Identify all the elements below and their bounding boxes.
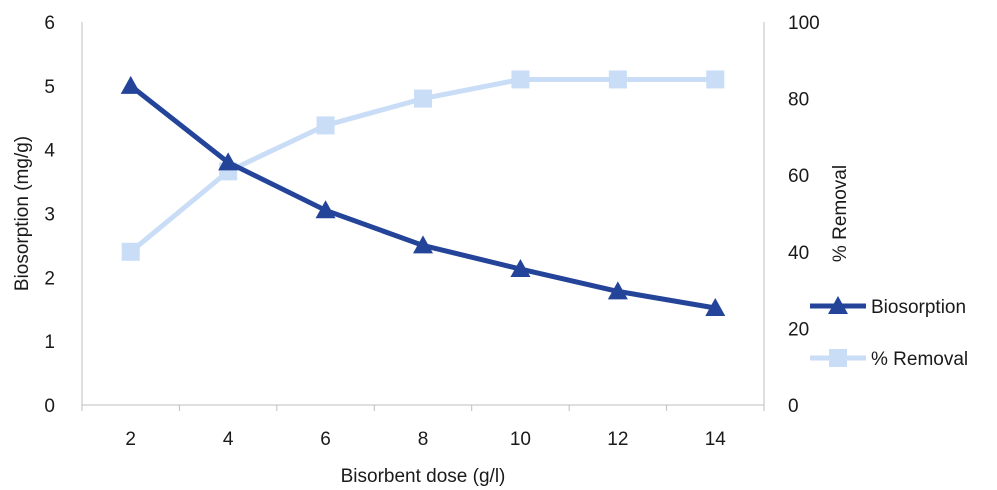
data-point-removal [511,70,530,89]
y-tick-label: 0 [44,396,55,417]
data-point-biosorption [607,281,628,300]
y2-tick-label: 60 [788,166,809,187]
x-tick-label: 10 [510,429,531,450]
data-point-biosorption [315,200,336,219]
y-tick-label: 6 [44,13,55,34]
y2-tick-label: 20 [788,319,809,340]
y-tick-label: 3 [44,205,55,226]
data-point-biosorption [120,75,141,94]
y-tick-label: 4 [44,141,55,162]
data-point-removal [414,89,432,108]
data-point-biosorption [705,297,726,316]
y2-tick-label: 100 [788,13,820,34]
legend-marker-removal [829,349,847,367]
legend: Biosorption % Removal [810,296,968,370]
x-tick-label: 12 [607,429,628,450]
y-tick-label: 1 [44,332,55,353]
x-tick-label: 8 [418,429,429,450]
y2-tick-label: 40 [788,243,809,264]
y-axis-title: Biosorption (mg/g) [12,136,33,291]
data-point-removal [608,70,627,89]
legend-label-biosorption: Biosorption [871,297,966,318]
series-line-biosorption [129,83,716,311]
legend-marker-biosorption [828,296,848,314]
series-layer [120,70,726,316]
x-tick-label: 4 [223,429,234,450]
data-point-biosorption [413,235,433,254]
x-axis-title: Bisorbent dose (g/l) [341,466,506,487]
y2-tick-label: 80 [788,90,809,111]
data-point-biosorption [218,152,239,171]
y-tick-label: 5 [44,77,55,98]
data-point-biosorption [510,259,531,278]
data-point-removal [706,70,725,89]
data-point-removal [121,242,140,261]
data-point-removal [316,116,335,135]
legend-label-removal: % Removal [871,349,968,370]
x-tick-label: 6 [320,429,331,450]
x-tick-label: 2 [125,429,136,450]
y2-tick-label: 0 [788,396,799,417]
y-tick-label: 2 [44,268,55,289]
x-tick-label: 14 [705,429,727,450]
y2-axis-title: % Removal [830,165,851,262]
